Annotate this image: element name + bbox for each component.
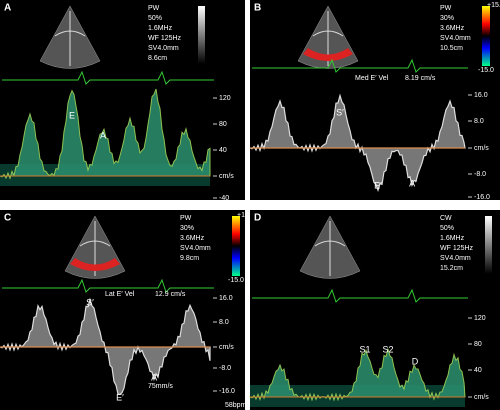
spectral-trace: [249, 93, 466, 193]
panel-label: B: [254, 3, 261, 14]
setting-text: 50%: [440, 225, 454, 232]
scale-label: 40: [474, 367, 482, 374]
gray-bar: [198, 6, 205, 64]
measurement-name: Lat E′ Vel: [105, 291, 135, 298]
colorbar-label: +15.0: [487, 2, 500, 9]
panel: B PW 30% 3.6MHz SV4.0mm 10.5cm +15.0 -15.0 Med E…: [249, 0, 500, 201]
wave-label: A′: [409, 178, 417, 188]
scale-label: 80: [219, 121, 227, 128]
scale-label: -8.0: [474, 171, 486, 178]
color-flow: [70, 258, 120, 271]
scale-label: cm/s: [219, 173, 234, 180]
setting-text: 1.6MHz: [148, 25, 173, 32]
setting-text: 9.8cm: [180, 255, 199, 262]
setting-text: 50%: [148, 15, 162, 22]
setting-text: WF 125Hz: [148, 35, 182, 42]
scale-label: 120: [219, 95, 231, 102]
panel-label: C: [4, 213, 11, 224]
measurement-name: Med E′ Vel: [355, 75, 389, 82]
color-bar: [232, 216, 240, 276]
wave-label: A: [100, 130, 106, 140]
scale-label: -16.0: [219, 388, 235, 395]
scale-label: -40: [219, 195, 229, 202]
scale-label: 120: [474, 315, 486, 322]
setting-text: SV4.0mm: [180, 245, 211, 252]
wave-label: S′: [86, 297, 94, 307]
gray-bar: [485, 216, 492, 274]
setting-text: SV4.0mm: [148, 45, 179, 52]
setting-text: PW: [148, 5, 160, 12]
wave-label: S′: [336, 107, 344, 117]
setting-text: CW: [440, 215, 452, 222]
setting-text: PW: [180, 215, 192, 222]
scale-label: -8.0: [219, 365, 231, 372]
setting-text: SV4.0mm: [440, 255, 471, 262]
ecg-trace: [252, 58, 468, 73]
wave-label: A′: [151, 372, 159, 382]
setting-text: 1.6MHz: [440, 235, 465, 242]
scale-label: cm/s: [474, 145, 489, 152]
setting-text: 30%: [440, 15, 454, 22]
panel-label: D: [254, 213, 261, 224]
panel: D CW 50% 1.6MHz WF 125Hz SV4.0mm 15.2cm 120 80 40…: [249, 210, 500, 410]
wave-label: E′: [116, 392, 124, 402]
scale-label: cm/s: [219, 344, 234, 351]
setting-text: 30%: [180, 225, 194, 232]
setting-text: WF 125Hz: [440, 245, 474, 252]
colorbar-label: -15.0: [228, 277, 244, 284]
scale-label: 8.0: [219, 319, 229, 326]
scale-label: -16.0: [474, 194, 490, 201]
color-bar: [482, 6, 490, 66]
scale-label: 16.0: [219, 295, 233, 302]
ecg-trace: [2, 278, 214, 293]
wave-label: S2: [382, 344, 393, 354]
sector-detail: [54, 11, 86, 66]
scale-label: cm/s: [474, 394, 489, 401]
color-flow: [303, 48, 353, 61]
scale-label: 80: [474, 341, 482, 348]
wave-label: E: [69, 110, 75, 120]
footer-text: 75mm/s: [148, 383, 173, 390]
panel: A PW 50% 1.6MHz WF 125Hz SV4.0mm 8.6cm 120 80 40 c…: [0, 0, 245, 202]
setting-text: SV4.0mm: [440, 35, 471, 42]
setting-text: 10.5cm: [440, 45, 463, 52]
setting-text: 15.2cm: [440, 265, 463, 272]
setting-text: 3.6MHz: [180, 235, 205, 242]
panel-label: A: [4, 3, 11, 14]
panel: C PW 30% 3.6MHz SV4.0mm 9.8cm +15.0 -15.0 Lat E′…: [0, 210, 255, 410]
ecg-trace: [2, 70, 214, 85]
spectral-trace: [249, 347, 466, 402]
wave-label: D: [412, 356, 419, 366]
scale-label: 8.0: [474, 118, 484, 125]
footer-text: 58bpm: [225, 402, 247, 409]
setting-text: 8.6cm: [148, 55, 167, 62]
scale-label: 40: [219, 147, 227, 154]
wave-label: E′: [374, 180, 382, 190]
wave-label: S1: [359, 344, 370, 354]
colorbar-label: +15.0: [237, 212, 255, 219]
colorbar-label: -15.0: [478, 67, 494, 74]
spectral-trace: [0, 88, 211, 180]
ecg-trace: [252, 288, 468, 303]
setting-text: 3.6MHz: [440, 25, 465, 32]
measurement-value: 8.19 cm/s: [405, 75, 436, 82]
setting-text: PW: [440, 5, 452, 12]
scale-label: 16.0: [474, 92, 488, 99]
measurement-value: 12.9 cm/s: [155, 291, 186, 298]
spectral-trace: [0, 297, 211, 396]
sector-detail: [314, 221, 346, 276]
